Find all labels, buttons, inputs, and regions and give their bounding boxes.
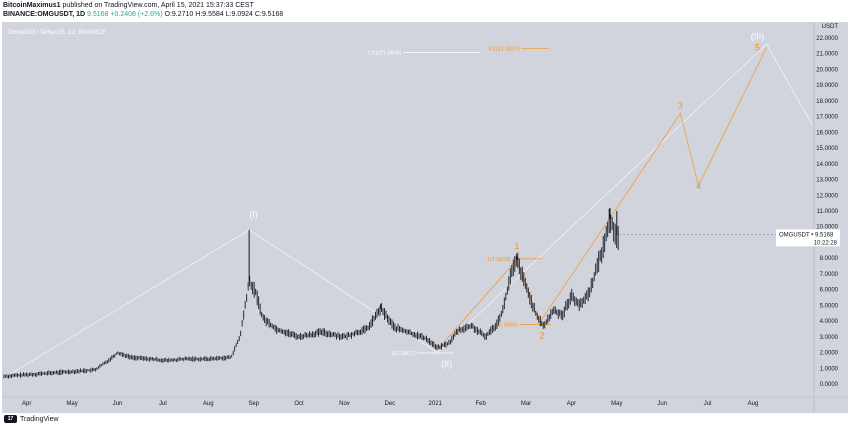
y-tick-label: 20.0000: [816, 67, 838, 73]
y-tick-label: 8.0000: [820, 256, 839, 262]
last-price-tag: [776, 229, 840, 247]
x-tick-label: May: [66, 401, 77, 407]
y-tick-label: 21.0000: [816, 52, 838, 58]
x-tick-label: 2021: [429, 401, 443, 407]
x-tick-label: Feb: [475, 401, 486, 407]
y-tick-label: 3.0000: [820, 335, 839, 341]
y-tick-label: 12.0000: [816, 193, 838, 199]
chart-area[interactable]: [2, 22, 848, 420]
x-tick-label: Jul: [159, 401, 167, 407]
y-tick-label: 2.0000: [820, 351, 839, 357]
wave-label: (III): [751, 31, 765, 41]
x-tick-label: Aug: [748, 401, 759, 407]
y-tick-label: 16.0000: [816, 130, 838, 136]
y-tick-label: 0.0000: [820, 382, 839, 388]
tradingview-brand: TradingView: [20, 415, 59, 423]
x-tick-label: Jun: [657, 401, 667, 407]
fib-level-label: 2.61(21.0816): [367, 50, 401, 56]
x-tick-label: Nov: [339, 401, 350, 407]
wave-label: 4: [696, 181, 701, 191]
price-change: +0.2408 (+2.6%): [110, 11, 163, 18]
wave-label: 2: [539, 330, 544, 340]
low-price: L:9.0924: [225, 11, 253, 18]
y-tick-label: 5.0000: [820, 303, 839, 309]
y-tick-label: 1.0000: [820, 366, 839, 372]
fib-level-label: 4.2(21.3327): [488, 46, 519, 52]
fib-level-label: 1(7.9619): [487, 257, 511, 263]
symbol-name: BINANCE:OMGUSDT, 1D: [3, 11, 86, 18]
last-price-symbol: OMGUSDT • 9.5168: [779, 232, 834, 238]
wave-label: 5: [755, 42, 760, 52]
last-price: 9.5168: [87, 11, 109, 18]
y-tick-label: 7.0000: [820, 272, 839, 278]
x-tick-label: Oct: [294, 401, 304, 407]
high-price: H:9.5584: [195, 11, 224, 18]
primary-wave-path: [3, 43, 813, 379]
y-tick-label: 19.0000: [816, 83, 838, 89]
tradingview-logo-icon: 17: [4, 415, 17, 423]
x-tick-label: Aug: [203, 401, 214, 407]
x-tick-label: Jun: [113, 401, 123, 407]
y-tick-label: 6.0000: [820, 288, 839, 294]
wave-label: 1: [514, 241, 519, 251]
symbol-line: BINANCE:OMGUSDT, 1D 9.5168 +0.2408 (+2.6…: [3, 11, 283, 18]
y-tick-label: 11.0000: [817, 209, 839, 215]
currency-label: USDT: [822, 24, 839, 30]
x-tick-label: Sep: [248, 401, 259, 407]
chart-header: BitcoinMaximus1 published on TradingView…: [0, 0, 850, 22]
y-tick-label: 13.0000: [816, 178, 838, 184]
x-tick-label: Apr: [567, 401, 576, 407]
x-tick-label: Apr: [22, 401, 31, 407]
y-tick-label: 18.0000: [816, 99, 838, 105]
wave-label: (II): [441, 359, 452, 369]
fib-level-label: (3.7856): [497, 322, 518, 328]
x-tick-label: Jul: [704, 401, 712, 407]
x-tick-label: Mar: [521, 401, 531, 407]
wave-label: (I): [249, 209, 258, 219]
footer: 17 TradingView: [0, 413, 850, 428]
y-tick-label: 22.0000: [816, 36, 838, 42]
y-tick-label: 4.0000: [820, 319, 839, 325]
publisher-line: BitcoinMaximus1 published on TradingView…: [3, 2, 254, 9]
x-tick-label: May: [611, 401, 622, 407]
chart-title: OmiseGO / TetherUS, 1D, BINANCE: [8, 30, 106, 36]
y-tick-label: 14.0000: [816, 162, 838, 168]
publisher-name[interactable]: BitcoinMaximus1: [3, 2, 61, 9]
tradingview-logo[interactable]: 17 TradingView: [4, 415, 59, 423]
x-tick-label: Dec: [385, 401, 396, 407]
published-text: published on TradingView.com, April 15, …: [62, 2, 254, 9]
countdown-label: 10:22:28: [814, 240, 838, 246]
open-price: O:9.2710: [164, 11, 194, 18]
fib-level-label: 0(1.9807): [392, 351, 416, 357]
wave-label: 3: [678, 101, 683, 111]
y-tick-label: 10.0000: [816, 225, 838, 231]
y-tick-label: 15.0000: [816, 146, 838, 152]
close-price: C:9.5168: [254, 11, 284, 18]
y-tick-label: 17.0000: [816, 115, 838, 121]
